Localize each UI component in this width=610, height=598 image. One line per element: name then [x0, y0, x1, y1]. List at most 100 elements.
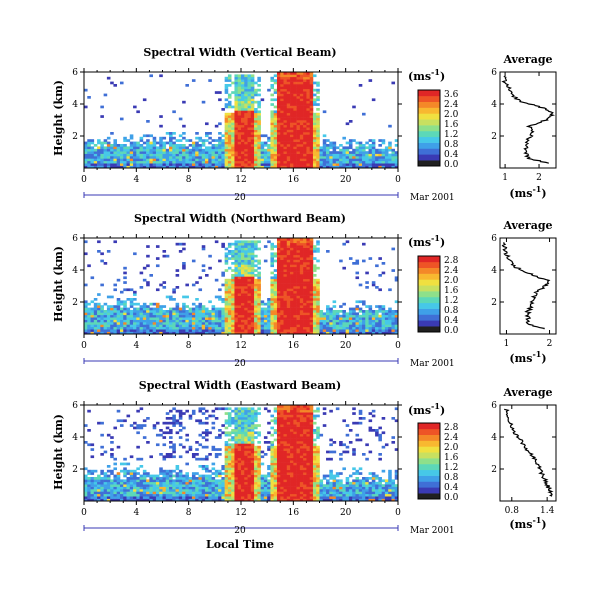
heat-cell	[237, 298, 242, 301]
heat-cell	[270, 129, 275, 133]
heat-cell	[309, 81, 314, 85]
x-tick-label: 8	[186, 341, 192, 351]
heat-cell	[87, 484, 91, 487]
heat-cell	[303, 293, 307, 296]
heat-cell	[155, 486, 160, 490]
heat-cell	[231, 445, 235, 449]
heat-cell	[371, 148, 376, 152]
heat-cell	[257, 496, 261, 499]
heat-cell	[273, 148, 278, 152]
heat-cell	[286, 127, 291, 130]
heat-cell	[316, 91, 320, 94]
heat-cell	[231, 453, 235, 456]
heat-cell	[221, 486, 225, 490]
heat-cell	[231, 477, 235, 480]
heat-cell	[244, 426, 248, 430]
heat-cell	[247, 127, 252, 130]
heat-cell	[362, 314, 366, 318]
heat-cell	[254, 414, 258, 418]
heat-cell	[126, 298, 131, 301]
heat-cell	[352, 165, 356, 169]
heat-cell	[175, 165, 180, 169]
heat-cell	[371, 283, 376, 287]
heat-cell	[391, 331, 396, 335]
heat-cell	[254, 412, 258, 415]
heat-cell	[250, 124, 255, 128]
heat-cell	[329, 314, 333, 318]
heat-cell	[250, 317, 255, 320]
heat-cell	[227, 412, 232, 415]
heat-cell	[241, 76, 245, 80]
heat-cell	[293, 153, 297, 157]
heat-cell	[227, 163, 232, 166]
heat-cell	[286, 146, 291, 150]
heat-cell	[84, 163, 88, 166]
heat-cell	[133, 319, 137, 323]
heat-cell	[250, 448, 255, 451]
heat-cell	[146, 120, 150, 123]
heat-cell	[169, 479, 173, 483]
heat-cell	[106, 479, 111, 483]
heat-cell	[149, 310, 153, 313]
heat-cell	[136, 481, 140, 485]
heat-cell	[257, 305, 261, 308]
heat-cell	[342, 165, 346, 169]
heat-cell	[378, 317, 382, 320]
heat-cell	[87, 96, 91, 99]
heat-cell	[358, 151, 363, 154]
heat-cell	[100, 307, 104, 311]
heat-cell	[241, 426, 245, 430]
heat-cell	[247, 266, 252, 270]
heat-cell	[224, 134, 229, 138]
heat-cell	[106, 160, 111, 164]
heat-cell	[205, 310, 209, 313]
heat-cell	[276, 245, 281, 248]
heat-cell	[276, 254, 281, 258]
heat-cell	[254, 317, 258, 320]
heat-cell	[211, 489, 216, 492]
heat-cell	[267, 329, 271, 332]
heat-cell	[299, 319, 304, 323]
heatmap	[84, 405, 399, 502]
heat-cell	[309, 307, 314, 311]
heat-cell	[254, 245, 258, 248]
heat-cell	[306, 122, 310, 126]
heat-cell	[276, 74, 281, 78]
heat-cell	[182, 322, 186, 325]
heat-cell	[198, 317, 203, 320]
heat-cell	[303, 108, 307, 111]
heat-cell	[384, 329, 389, 332]
heat-cell	[241, 165, 245, 169]
heat-cell	[149, 498, 153, 502]
heat-cell	[178, 412, 183, 415]
heat-cell	[218, 160, 222, 164]
heat-cell	[250, 117, 255, 121]
heat-cell	[214, 496, 219, 499]
heat-cell	[100, 486, 104, 490]
heat-cell	[211, 479, 216, 483]
heat-cell	[250, 312, 255, 316]
heat-cell	[227, 443, 232, 447]
heat-cell	[100, 493, 104, 497]
heat-cell	[149, 153, 153, 157]
heat-cell	[303, 314, 307, 318]
heat-cell	[306, 293, 310, 296]
heat-cell	[119, 163, 124, 166]
heatmap	[84, 238, 399, 335]
heat-cell	[257, 259, 261, 263]
heat-cell	[214, 278, 219, 282]
heat-cell	[152, 491, 157, 495]
heat-cell	[247, 481, 252, 485]
heat-cell	[195, 156, 199, 159]
heat-cell	[244, 448, 248, 451]
heat-cell	[244, 262, 248, 265]
heat-cell	[241, 429, 245, 432]
heat-cell	[237, 424, 242, 427]
heat-cell	[136, 110, 140, 114]
heat-cell	[110, 455, 114, 459]
heat-cell	[152, 484, 157, 487]
heat-cell	[169, 317, 173, 320]
heat-cell	[368, 165, 373, 169]
heat-cell	[110, 295, 114, 299]
